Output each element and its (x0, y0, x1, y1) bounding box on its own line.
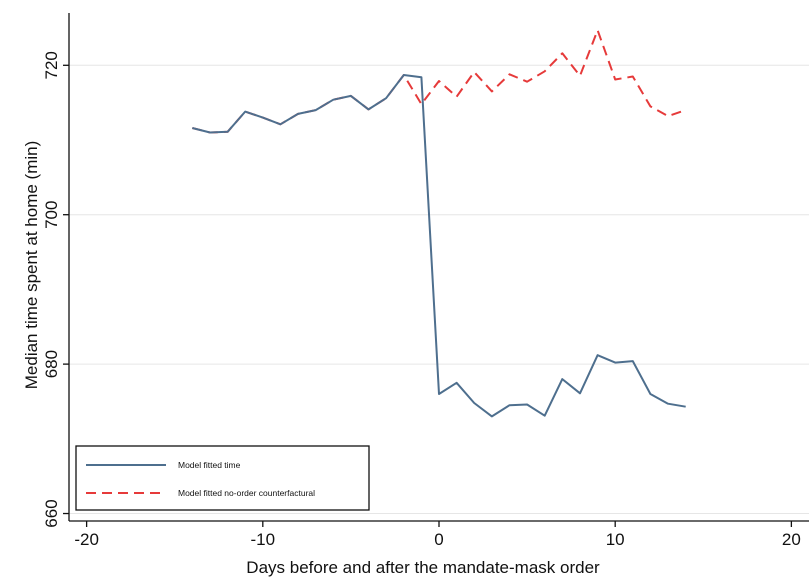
y-tick-label-700: 700 (42, 201, 61, 229)
y-tick-label-660: 660 (42, 499, 61, 527)
legend-label-counterfactual: Model fitted no-order counterfactural (178, 488, 315, 498)
x-axis-label: Days before and after the mandate-mask o… (246, 558, 600, 577)
series-lines (192, 29, 687, 418)
legend-box (75, 445, 370, 511)
y-tick-label-680: 680 (42, 350, 61, 378)
legend: Model fitted time Model fitted no-order … (75, 445, 370, 511)
x-tick-label--10: -10 (251, 530, 276, 549)
y-axis-label: Median time spent at home (min) (22, 141, 41, 390)
x-tick-label-0: 0 (434, 530, 443, 549)
axis-ticks: 660 680 700 720 -20 -10 0 10 20 (42, 51, 801, 549)
y-tick-label-720: 720 (42, 51, 61, 79)
axes (68, 13, 809, 522)
x-tick-label-10: 10 (606, 530, 625, 549)
x-tick-label-20: 20 (782, 530, 801, 549)
legend-label-model-fitted-time: Model fitted time (178, 460, 241, 470)
series-line-counterfactual (192, 29, 687, 134)
series-line-model-fitted-time (192, 74, 686, 418)
gridlines (69, 64, 809, 515)
x-tick-label--20: -20 (74, 530, 99, 549)
